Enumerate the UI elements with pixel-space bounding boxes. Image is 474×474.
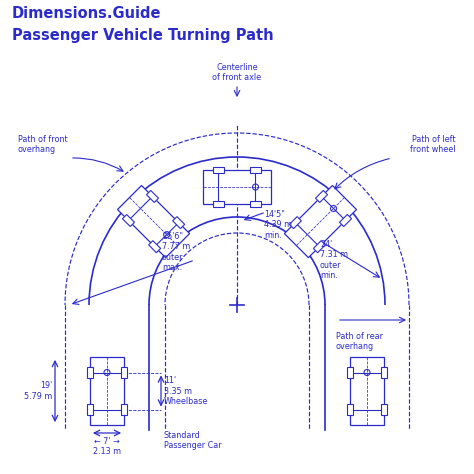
Polygon shape [121, 404, 127, 415]
Polygon shape [122, 215, 135, 227]
Text: 24'
7.31 m
outer
min.: 24' 7.31 m outer min. [320, 240, 348, 280]
Polygon shape [250, 167, 261, 173]
Text: Centerline
of front axle: Centerline of front axle [212, 63, 262, 82]
Text: 14'5"
4.39 m
min.: 14'5" 4.39 m min. [264, 210, 292, 240]
Text: Path of front
overhang: Path of front overhang [18, 135, 68, 155]
Text: Standard
Passenger Car: Standard Passenger Car [164, 431, 222, 450]
Polygon shape [213, 167, 224, 173]
Polygon shape [118, 185, 190, 258]
Text: Path of left
front wheel: Path of left front wheel [410, 135, 456, 155]
Polygon shape [313, 241, 325, 253]
Polygon shape [121, 367, 127, 378]
Text: 25'6"
7.77 m
outer
max.: 25'6" 7.77 m outer max. [162, 232, 191, 272]
Text: Path of rear
overhang: Path of rear overhang [336, 332, 383, 351]
Polygon shape [87, 367, 93, 378]
Polygon shape [87, 404, 93, 415]
Polygon shape [284, 185, 356, 258]
Polygon shape [339, 215, 352, 227]
Polygon shape [203, 170, 271, 204]
Polygon shape [250, 201, 261, 207]
Polygon shape [213, 201, 224, 207]
Polygon shape [289, 217, 301, 228]
Polygon shape [316, 191, 328, 202]
Text: ← 7' →
2.13 m: ← 7' → 2.13 m [93, 437, 121, 456]
Text: 19'
5.79 m: 19' 5.79 m [24, 381, 52, 401]
Text: Passenger Vehicle Turning Path: Passenger Vehicle Turning Path [12, 28, 273, 43]
Polygon shape [149, 241, 161, 253]
Polygon shape [381, 367, 387, 378]
Polygon shape [350, 357, 384, 425]
Polygon shape [347, 367, 353, 378]
Polygon shape [347, 404, 353, 415]
Polygon shape [381, 404, 387, 415]
Polygon shape [146, 191, 158, 202]
Polygon shape [90, 357, 124, 425]
Text: Dimensions.Guide: Dimensions.Guide [12, 6, 162, 21]
Polygon shape [173, 217, 185, 228]
Text: 11'
3.35 m
Wheelbase: 11' 3.35 m Wheelbase [164, 376, 209, 406]
